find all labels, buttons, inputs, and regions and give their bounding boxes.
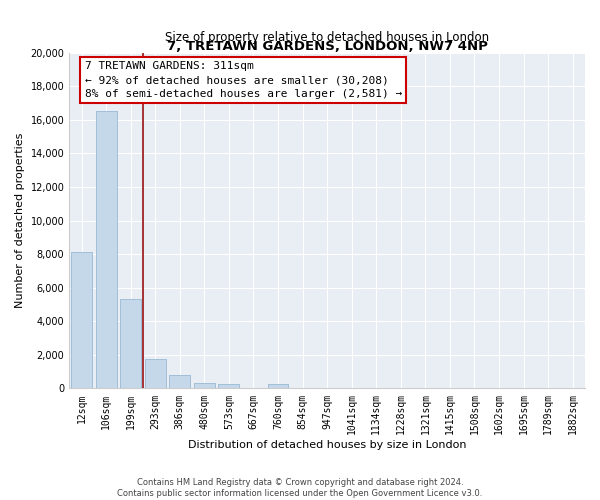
Bar xyxy=(120,300,141,388)
Bar xyxy=(95,112,116,388)
Text: Contains HM Land Registry data © Crown copyright and database right 2024.
Contai: Contains HM Land Registry data © Crown c… xyxy=(118,478,482,498)
Bar xyxy=(268,384,289,388)
Bar xyxy=(71,252,92,388)
Bar xyxy=(169,375,190,388)
Bar xyxy=(194,384,215,388)
Title: 7, TRETAWN GARDENS, LONDON, NW7 4NP: 7, TRETAWN GARDENS, LONDON, NW7 4NP xyxy=(167,40,488,52)
Bar xyxy=(218,384,239,388)
X-axis label: Distribution of detached houses by size in London: Distribution of detached houses by size … xyxy=(188,440,466,450)
Text: Size of property relative to detached houses in London: Size of property relative to detached ho… xyxy=(165,31,489,44)
Bar xyxy=(145,359,166,388)
Y-axis label: Number of detached properties: Number of detached properties xyxy=(15,133,25,308)
Text: 7 TRETAWN GARDENS: 311sqm
← 92% of detached houses are smaller (30,208)
8% of se: 7 TRETAWN GARDENS: 311sqm ← 92% of detac… xyxy=(85,61,402,99)
